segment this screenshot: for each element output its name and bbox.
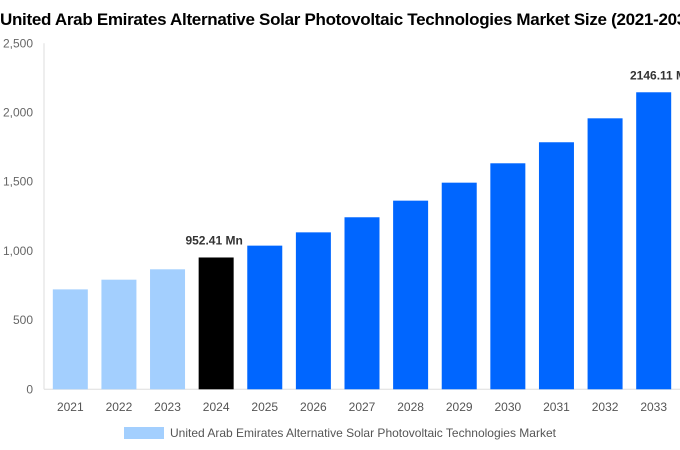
x-tick-label: 2023 — [154, 400, 181, 414]
y-tick-label: 2,000 — [3, 106, 33, 120]
x-tick-label: 2028 — [397, 400, 424, 414]
data-label: 2146.11 Mn — [630, 68, 680, 82]
y-tick-label: 500 — [13, 313, 33, 327]
bar-2022 — [101, 279, 137, 390]
x-tick-label: 2033 — [640, 400, 667, 414]
bar-2032 — [587, 118, 623, 390]
x-tick-label: 2027 — [349, 400, 376, 414]
x-tick-label: 2029 — [446, 400, 473, 414]
x-tick-label: 2032 — [592, 400, 619, 414]
x-tick-label: 2021 — [57, 400, 84, 414]
bar-2033 — [636, 92, 672, 390]
legend-swatch — [124, 427, 164, 439]
y-tick-label: 1,000 — [3, 244, 33, 258]
y-tick-label: 0 — [26, 382, 33, 396]
bar-2026 — [295, 232, 331, 390]
legend: United Arab Emirates Alternative Solar P… — [0, 426, 680, 440]
bar-2023 — [150, 269, 186, 390]
data-label: 952.41 Mn — [185, 233, 242, 247]
bar-2021 — [52, 289, 88, 390]
bar-2029 — [441, 182, 477, 390]
bar-2028 — [393, 200, 429, 390]
x-tick-label: 2031 — [543, 400, 570, 414]
x-tick-label: 2025 — [251, 400, 278, 414]
chart-title: United Arab Emirates Alternative Solar P… — [0, 10, 680, 29]
x-tick-label: 2030 — [494, 400, 521, 414]
y-tick-label: 2,500 — [3, 36, 33, 50]
bar-2030 — [490, 163, 526, 390]
bar-2024 — [198, 257, 234, 390]
bar-2025 — [247, 245, 283, 390]
legend-label: United Arab Emirates Alternative Solar P… — [170, 426, 556, 440]
x-tick-label: 2022 — [106, 400, 133, 414]
bar-2031 — [538, 142, 574, 390]
x-tick-label: 2026 — [300, 400, 327, 414]
bar-2027 — [344, 217, 380, 390]
y-tick-label: 1,500 — [3, 175, 33, 189]
x-tick-label: 2024 — [203, 400, 230, 414]
